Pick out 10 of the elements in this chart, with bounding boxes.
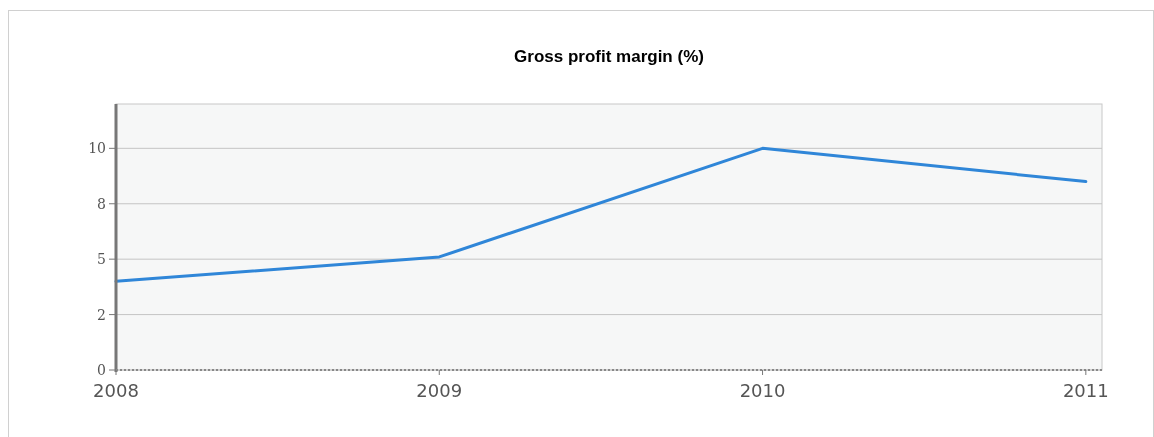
y-tick-label: 10 bbox=[88, 140, 106, 157]
y-tick-label: 8 bbox=[97, 195, 106, 212]
x-tick-label: 2010 bbox=[739, 380, 786, 401]
y-tick-label: 2 bbox=[97, 306, 106, 323]
x-tick-label: 2008 bbox=[93, 380, 139, 401]
x-tick-label: 2011 bbox=[1062, 380, 1109, 401]
chart-title: Gross profit margin (%) bbox=[514, 47, 704, 66]
y-tick-label: 0 bbox=[97, 362, 106, 378]
x-tick-label: 2009 bbox=[416, 380, 463, 401]
y-tick-label: 5 bbox=[97, 251, 106, 268]
